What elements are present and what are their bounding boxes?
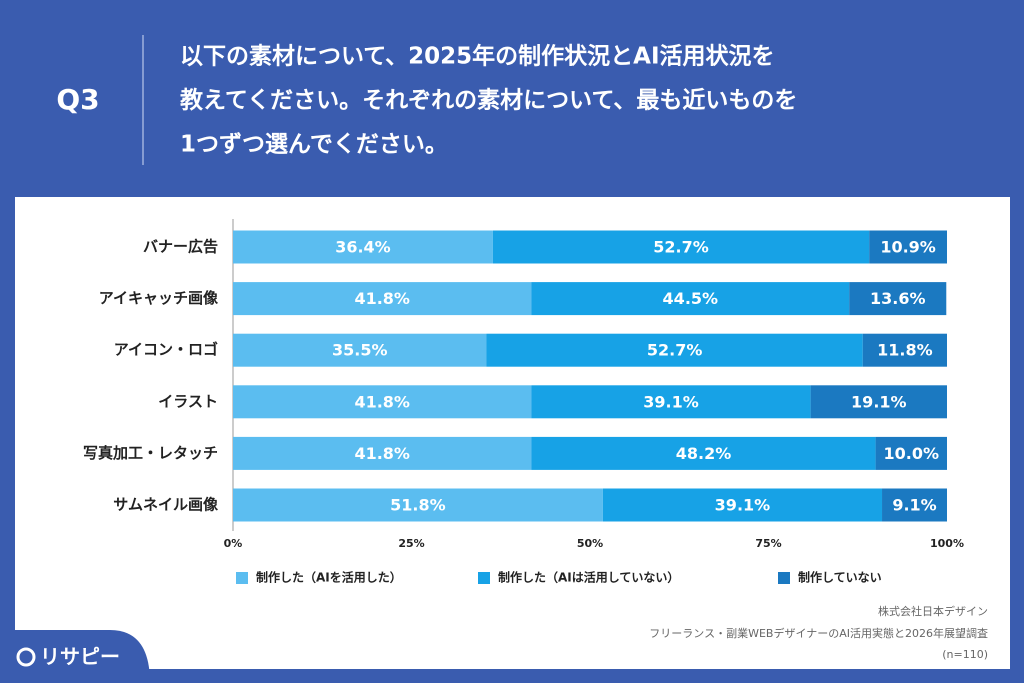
data-label: 52.7%: [653, 238, 709, 257]
bar-segment: [233, 282, 532, 316]
legend-label: 制作した（AIを活用した）: [256, 570, 402, 585]
bar-segment: [492, 230, 870, 264]
x-tick-label: 50%: [577, 537, 603, 550]
bar-segment: [869, 230, 947, 264]
data-label: 51.8%: [390, 496, 446, 515]
bar-segment: [810, 385, 947, 419]
data-label: 44.5%: [663, 289, 719, 308]
y-tick-label: イラスト: [158, 392, 218, 410]
x-tick-label: 100%: [930, 537, 964, 550]
logo-tab: [0, 630, 150, 683]
data-label: 19.1%: [851, 392, 907, 411]
data-label: 10.0%: [884, 444, 940, 463]
company: 株式会社日本デザイン: [878, 604, 988, 618]
bar-segment: [882, 488, 947, 522]
bar-segment: [531, 385, 811, 419]
legend-swatch: [478, 572, 490, 584]
y-tick-label: アイキャッチ画像: [99, 289, 219, 307]
bar-segment: [233, 488, 603, 522]
bar-segment: [849, 282, 947, 316]
data-label: 41.8%: [354, 392, 410, 411]
legend-label: 制作した（AIは活用していない）: [498, 570, 679, 585]
data-label: 11.8%: [877, 341, 933, 360]
data-label: 39.1%: [643, 392, 699, 411]
logo-icon: [16, 647, 36, 667]
y-tick-label: 写真加工・レタッチ: [83, 444, 218, 462]
legend-label: 制作していない: [798, 570, 882, 585]
bar-segment: [531, 282, 850, 316]
bar-segment: [875, 436, 947, 470]
data-label: 41.8%: [354, 289, 410, 308]
bar-segment: [233, 230, 493, 264]
bar-segment: [486, 333, 863, 367]
x-tick-label: 25%: [398, 537, 424, 550]
data-label: 48.2%: [676, 444, 732, 463]
question-line: 1つずつ選んでください。: [180, 132, 448, 158]
logo: リサピー: [40, 645, 120, 669]
x-tick-label: 0%: [224, 537, 243, 550]
bar-segment: [602, 488, 883, 522]
question-line: 教えてください。それぞれの素材について、最も近いものを: [180, 87, 797, 114]
data-label: 39.1%: [715, 496, 771, 515]
y-tick-label: サムネイル画像: [113, 496, 219, 514]
bar-segment: [233, 333, 487, 367]
bar-segment: [862, 333, 947, 367]
y-tick-label: バナー広告: [143, 238, 218, 256]
data-label: 10.9%: [880, 238, 936, 257]
bar-segment: [233, 385, 532, 419]
sample-size: (n=110): [942, 648, 988, 661]
data-label: 41.8%: [354, 444, 410, 463]
data-label: 35.5%: [332, 341, 388, 360]
bar-segment: [233, 436, 532, 470]
question-label: Q3: [56, 83, 99, 116]
y-tick-label: アイコン・ロゴ: [114, 341, 218, 359]
bar-segment: [531, 436, 876, 470]
survey-name: フリーランス・副業WEBデザイナーのAI活用実態と2026年展望調査: [649, 626, 988, 640]
x-tick-label: 75%: [755, 537, 781, 550]
data-label: 9.1%: [892, 496, 936, 515]
legend-swatch: [236, 572, 248, 584]
data-label: 36.4%: [335, 238, 391, 257]
legend-swatch: [778, 572, 790, 584]
question-line: 以下の素材について、2025年の制作状況とAI活用状況を: [180, 43, 775, 70]
data-label: 13.6%: [870, 289, 926, 308]
data-label: 52.7%: [647, 341, 703, 360]
chart-panel: [15, 197, 1010, 669]
